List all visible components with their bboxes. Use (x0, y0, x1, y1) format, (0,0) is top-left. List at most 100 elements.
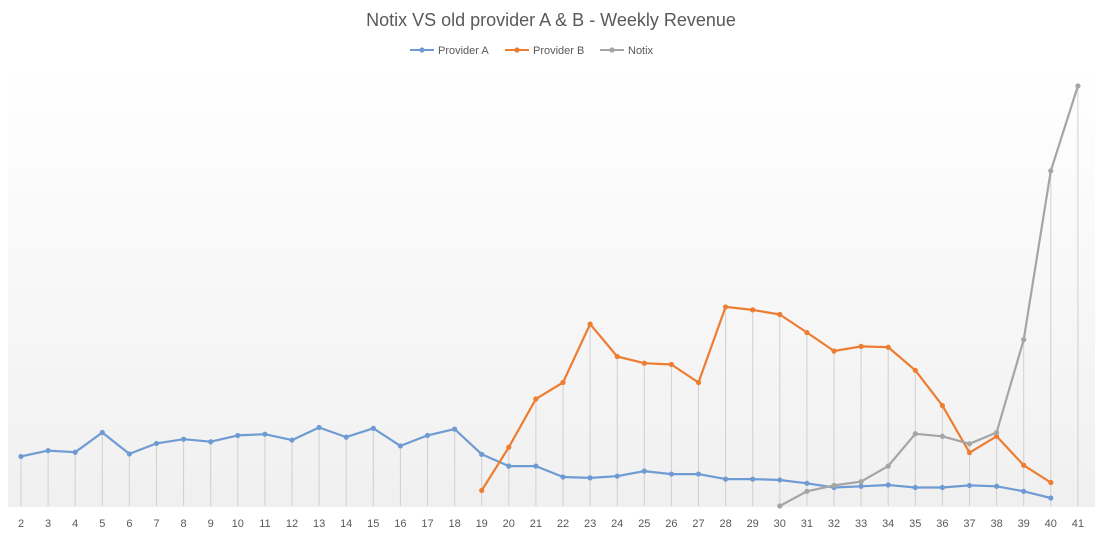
data-point (424, 432, 431, 439)
x-tick-label: 4 (72, 518, 78, 530)
legend-label: Provider B (533, 45, 584, 57)
x-tick-label: 25 (638, 518, 650, 530)
x-tick-label: 32 (828, 518, 840, 530)
legend-label: Provider A (438, 45, 489, 57)
data-point (397, 443, 403, 449)
data-point (804, 480, 810, 486)
data-point (912, 484, 918, 491)
data-point (695, 471, 702, 477)
data-point (1021, 462, 1027, 468)
x-tick-label: 30 (774, 518, 786, 530)
series-provider-a (18, 424, 1054, 501)
x-tick-label: 29 (747, 518, 759, 530)
x-tick-label: 26 (665, 518, 677, 530)
legend-swatch-marker (419, 47, 425, 53)
data-point (994, 483, 1000, 489)
data-point (723, 304, 729, 310)
series-line (778, 84, 1079, 508)
data-point (452, 426, 458, 432)
x-tick-label: 17 (421, 518, 433, 530)
x-axis-ticks: 2 3 4 5 6 7 8 9 10 11 12 13 14 15 16 17 18 19 20 21 22 23 24 25… (18, 518, 1084, 530)
x-tick-label: 2 (18, 518, 24, 530)
x-tick-label: 14 (340, 518, 352, 530)
data-point (235, 432, 241, 439)
data-point (72, 449, 78, 455)
x-tick-label: 20 (503, 518, 515, 530)
data-point (370, 425, 376, 431)
data-point (533, 396, 539, 402)
data-point (994, 433, 1000, 439)
legend-item: Notix (600, 45, 654, 57)
x-tick-label: 18 (448, 518, 460, 530)
x-tick-label: 6 (126, 518, 132, 530)
data-point (614, 473, 620, 479)
data-point (1048, 168, 1054, 174)
legend-swatch-marker (609, 47, 615, 53)
data-point (939, 433, 946, 439)
x-tick-label: 36 (936, 518, 948, 530)
series-provider-b (479, 304, 1054, 494)
x-tick-label: 41 (1072, 518, 1084, 530)
data-point (614, 353, 620, 360)
x-tick-label: 16 (394, 518, 406, 530)
x-tick-label: 24 (611, 518, 623, 530)
data-point (641, 468, 647, 474)
x-tick-label: 12 (286, 518, 298, 530)
x-tick-label: 27 (692, 518, 704, 530)
x-tick-label: 5 (99, 518, 105, 530)
x-tick-label: 11 (259, 518, 270, 530)
data-point (885, 463, 891, 469)
data-point (479, 451, 485, 457)
x-tick-label: 23 (584, 518, 596, 530)
data-point (479, 487, 485, 494)
data-point (560, 379, 566, 386)
data-point (994, 429, 1000, 436)
legend-swatch-marker (514, 47, 520, 53)
data-point (912, 367, 918, 373)
data-point (641, 360, 647, 366)
x-tick-label: 22 (557, 518, 569, 530)
series-group (18, 83, 1081, 509)
x-tick-label: 37 (963, 518, 975, 530)
data-point (1075, 83, 1081, 89)
x-tick-label: 8 (181, 518, 187, 530)
x-tick-label: 35 (909, 518, 921, 530)
data-point (153, 440, 160, 447)
data-point (858, 479, 864, 485)
data-point (804, 488, 810, 494)
legend: Provider A Provider B Notix (410, 45, 654, 57)
x-tick-label: 15 (367, 518, 379, 530)
data-point (750, 307, 756, 313)
data-point (695, 379, 702, 386)
data-point (343, 434, 349, 440)
data-point (506, 444, 512, 450)
data-point (126, 451, 132, 457)
x-tick-label: 10 (232, 518, 244, 530)
data-point (777, 311, 783, 318)
data-point (858, 343, 864, 349)
data-point (858, 483, 864, 489)
data-point (533, 463, 539, 469)
data-point (668, 471, 675, 477)
data-point (750, 476, 756, 482)
series-notix (777, 83, 1081, 509)
data-point (804, 329, 810, 336)
data-point (966, 482, 973, 489)
data-point (181, 436, 187, 442)
x-tick-label: 28 (719, 518, 731, 530)
legend-label: Notix (628, 45, 654, 57)
data-point (560, 474, 566, 480)
x-tick-label: 39 (1018, 518, 1030, 530)
x-tick-label: 7 (153, 518, 159, 530)
legend-item: Provider B (505, 45, 584, 57)
x-tick-label: 21 (530, 518, 542, 530)
data-point (668, 361, 675, 368)
data-point (1048, 479, 1054, 486)
data-point (99, 429, 105, 436)
data-point (831, 482, 837, 489)
x-tick-label: 3 (45, 518, 51, 530)
data-point (885, 344, 891, 350)
data-point (885, 482, 891, 488)
